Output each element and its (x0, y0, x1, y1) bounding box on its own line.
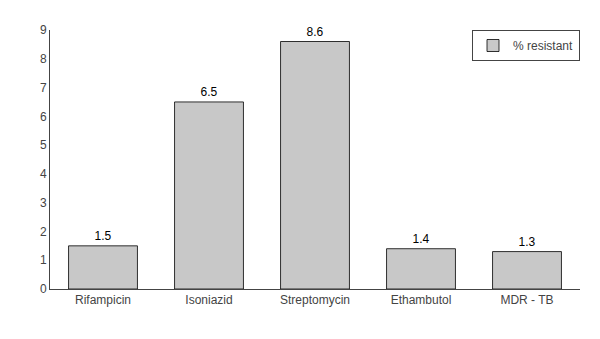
svg-text:Rifampicin: Rifampicin (75, 293, 131, 307)
svg-text:5: 5 (40, 138, 47, 152)
svg-text:1.4: 1.4 (412, 232, 429, 246)
svg-text:6.5: 6.5 (200, 85, 217, 99)
svg-text:1: 1 (40, 253, 47, 267)
svg-text:Streptomycin: Streptomycin (280, 293, 350, 307)
svg-text:3: 3 (40, 196, 47, 210)
svg-text:1.5: 1.5 (94, 229, 111, 243)
svg-text:9: 9 (40, 23, 47, 37)
svg-text:Ethambutol: Ethambutol (391, 293, 452, 307)
svg-text:0: 0 (40, 282, 47, 296)
svg-text:Isoniazid: Isoniazid (185, 293, 232, 307)
svg-text:1.3: 1.3 (518, 235, 535, 249)
svg-text:7: 7 (40, 81, 47, 95)
svg-text:MDR - TB: MDR - TB (500, 293, 553, 307)
svg-text:% resistant: % resistant (513, 39, 573, 53)
svg-text:2: 2 (40, 225, 47, 239)
svg-text:6: 6 (40, 110, 47, 124)
svg-text:8: 8 (40, 52, 47, 66)
svg-text:8.6: 8.6 (306, 25, 323, 39)
svg-text:4: 4 (40, 167, 47, 181)
